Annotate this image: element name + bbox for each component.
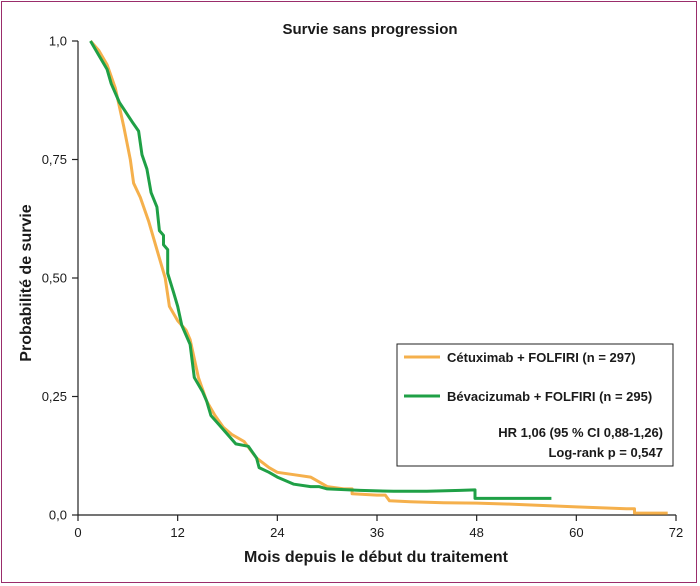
x-ticks: 0 12 24 36 48 60 72 [74,515,683,540]
x-tick-label: 36 [370,525,384,540]
survival-curves [89,40,668,515]
legend-box [396,343,674,467]
x-tick-label: 12 [170,525,184,540]
y-axis-title: Probabilité de survie [18,204,35,361]
y-tick-label: 0,75 [42,152,67,167]
x-tick-label: 60 [569,525,583,540]
x-tick-label: 72 [669,525,683,540]
legend-label-cetuximab: Cétuximab + FOLFIRI (n = 297) [447,350,636,365]
chart-title: Survie sans progression [282,21,457,38]
y-tick-label: 0,25 [42,389,67,404]
bevacizumab-curve [89,40,552,500]
x-tick-label: 48 [469,525,483,540]
y-tick-label: 0,0 [49,508,67,523]
x-tick-label: 0 [74,525,81,540]
y-ticks: 0,0 0,25 0,50 0,75 1,0 [42,34,78,523]
y-tick-label: 1,0 [49,34,67,49]
y-tick-label: 0,50 [42,271,67,286]
x-tick-label: 24 [270,525,284,540]
legend-label-bevacizumab: Bévacizumab + FOLFIRI (n = 295) [447,389,652,404]
log-rank-annotation: Log-rank p = 0,547 [548,445,663,460]
hazard-ratio-annotation: HR 1,06 (95 % CI 0,88-1,26) [498,425,663,440]
legend: Cétuximab + FOLFIRI (n = 297) Bévacizuma… [396,343,674,467]
x-axis-title: Mois depuis le début du traitement [244,549,509,566]
